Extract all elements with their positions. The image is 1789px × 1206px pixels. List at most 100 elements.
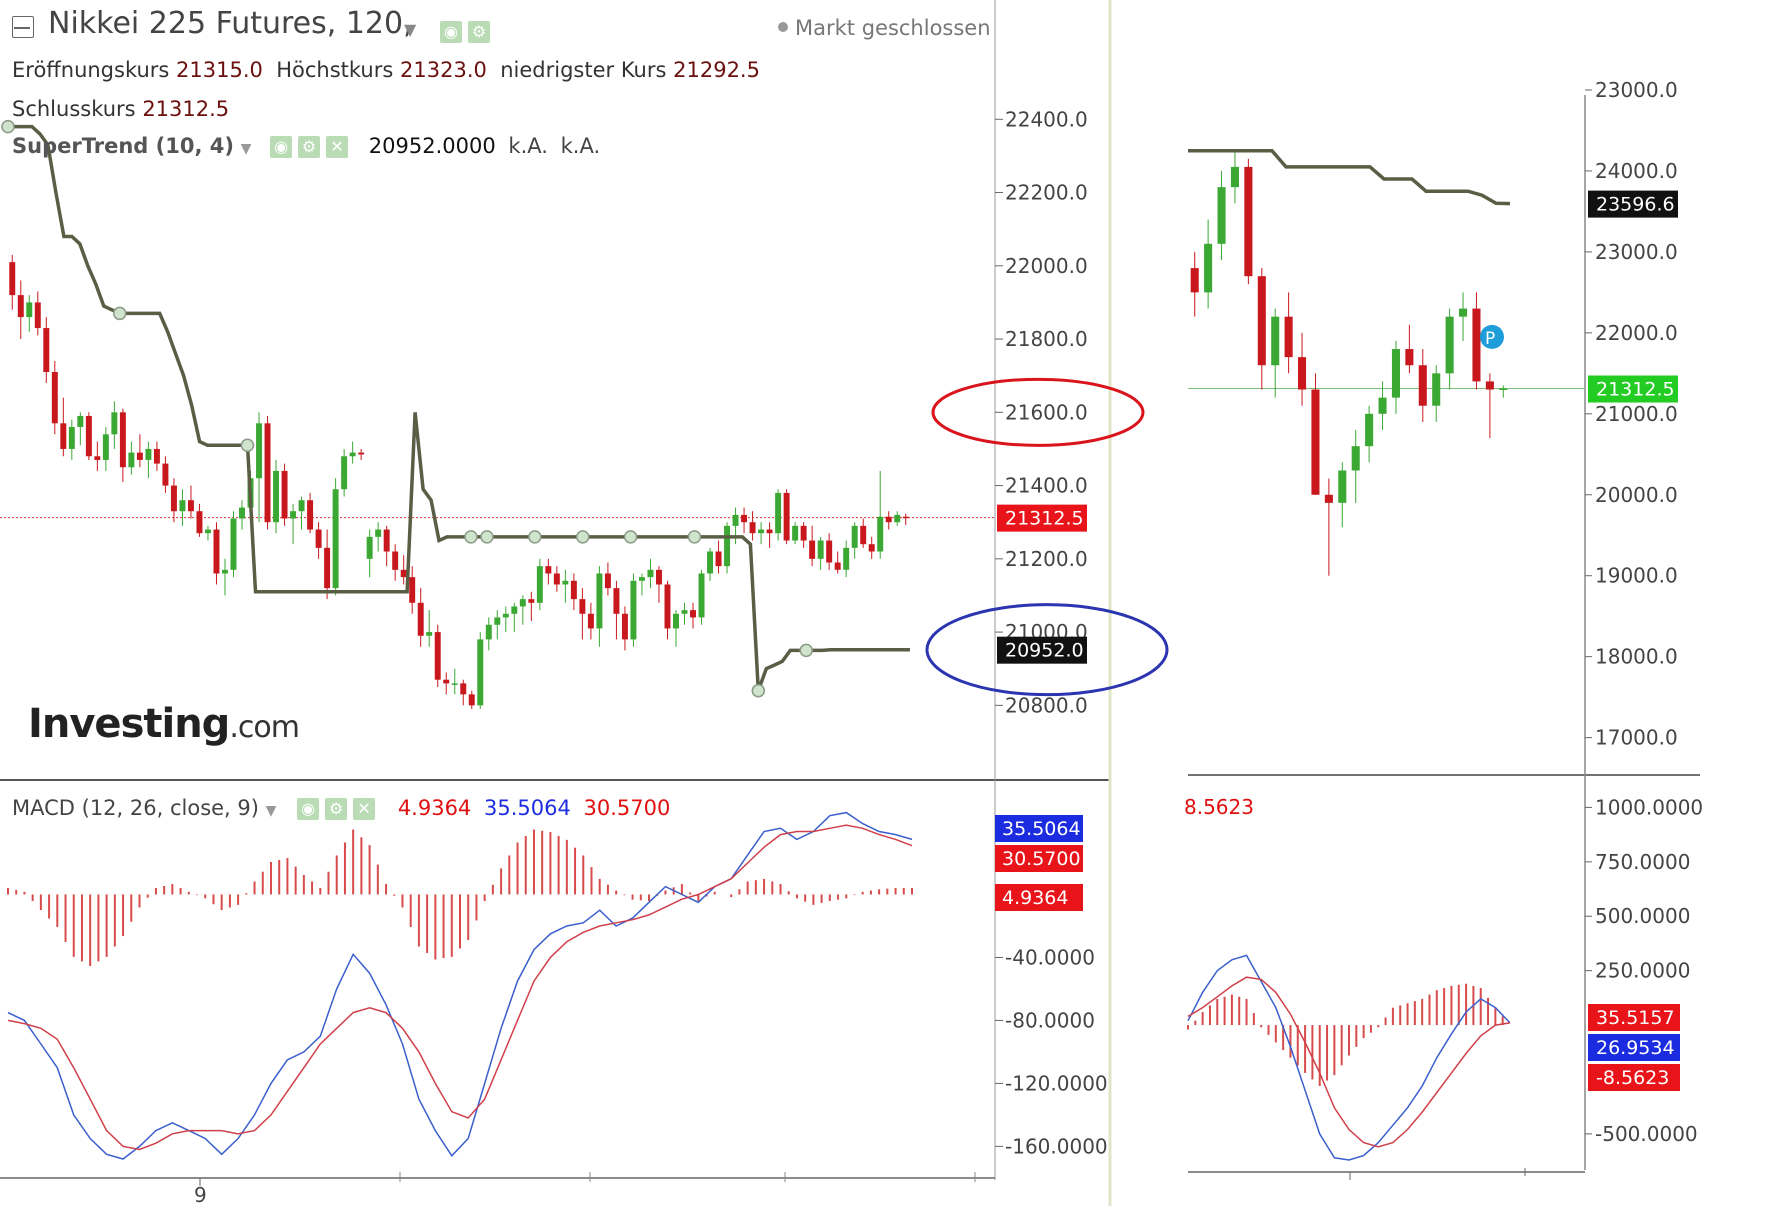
macd-dropdown-icon[interactable]: ▼ [265, 803, 277, 819]
y-tick-label: 22000.0 [1005, 254, 1088, 278]
candle-body [68, 426, 75, 449]
candle-body [451, 683, 458, 685]
macd-hist-value: 4.9364 [397, 796, 472, 820]
macd-legend: MACD (12, 26, close, 9) ▼ ◉ ⚙ ✕ 4.9364 35.… [12, 796, 670, 823]
supertrend-marker [240, 438, 255, 453]
close-row: Schlusskurs 21312.5 [12, 97, 229, 121]
candle-body [307, 500, 314, 530]
supertrend-marker [799, 643, 813, 658]
candle-body [264, 423, 271, 523]
settings-gear-icon[interactable]: ⚙ [325, 798, 348, 820]
candle-body [366, 536, 373, 559]
remove-x-icon[interactable]: ✕ [326, 136, 349, 158]
candle-body [162, 463, 169, 486]
candle-body [579, 599, 586, 614]
collapse-toggle-icon[interactable] [12, 16, 34, 38]
candle-body [222, 569, 228, 574]
open-label: Eröffnungskurs [12, 58, 170, 82]
candle-body [1244, 166, 1253, 277]
open-value: 21315.0 [176, 58, 263, 82]
candle-body [1472, 308, 1481, 382]
candle-body [256, 423, 263, 479]
y-tick-label: 250.0000 [1595, 959, 1690, 983]
candle-body [1378, 397, 1387, 414]
candle-body [187, 500, 194, 512]
supertrend-tag-bg [997, 636, 1087, 664]
candle-body [1230, 166, 1239, 188]
candle-body [102, 434, 109, 460]
candle-body [1190, 268, 1199, 293]
supertrend-label[interactable]: SuperTrend (10, 4) [12, 134, 234, 158]
candle-body [1365, 413, 1374, 447]
candle-body [145, 448, 152, 460]
supertrend-na-2: k.A. [560, 134, 601, 158]
candle-body [383, 529, 390, 552]
supertrend-line [8, 124, 910, 692]
high-value: 21323.0 [400, 58, 487, 82]
supertrend-value: 20952.0000 [368, 134, 496, 158]
ohlc-row: Eröffnungskurs 21315.0 Höchstkurs 21323.… [12, 58, 760, 82]
candle-body [485, 624, 492, 640]
symbol-dropdown-icon[interactable]: ▼ [404, 20, 417, 39]
last-price-tag-bg [1588, 375, 1678, 403]
visibility-icon[interactable]: ◉ [297, 798, 320, 820]
candle-body [358, 452, 365, 455]
macd-tag: 4.9364 [1002, 887, 1068, 909]
candle-body [1351, 446, 1360, 471]
candle-body [494, 617, 501, 625]
candle-body [315, 529, 322, 548]
macd-tag: 30.5700 [1002, 848, 1081, 870]
candle-body [26, 302, 33, 318]
candle-body [570, 580, 577, 600]
candle-body [724, 525, 731, 567]
candle-body [834, 562, 841, 570]
supertrend-tag: 23596.6 [1596, 194, 1675, 216]
candle-body [1257, 276, 1266, 366]
remove-x-icon[interactable]: ✕ [353, 798, 376, 820]
candle-body [1405, 349, 1414, 366]
candle-body [153, 448, 160, 464]
candle-body [690, 610, 696, 618]
macd-tag: 35.5157 [1596, 1007, 1675, 1029]
candle-body [775, 492, 782, 534]
candle-body [1418, 365, 1427, 406]
candle-body [766, 529, 773, 534]
settings-gear-icon[interactable]: ⚙ [468, 20, 490, 43]
settings-gear-icon[interactable]: ⚙ [298, 136, 321, 158]
y-tick-label: 24000.0 [1595, 159, 1678, 183]
market-status: Markt geschlossen [795, 16, 991, 40]
marker-p-label: P [1485, 329, 1495, 349]
supertrend-dropdown-icon[interactable]: ▼ [240, 141, 252, 157]
y-tick-label: 20800.0 [1005, 693, 1088, 717]
x-tick-label: 9 [194, 1183, 207, 1206]
candle-body [349, 452, 356, 457]
candle-body [1324, 494, 1333, 503]
macd-tag-bg [995, 845, 1083, 872]
macd-label[interactable]: MACD (12, 26, close, 9) [12, 796, 259, 820]
candle-body [179, 500, 186, 512]
candle-body [885, 516, 892, 523]
candle-body [715, 551, 722, 567]
y-tick-label: -160.0000 [1005, 1134, 1108, 1158]
visibility-icon[interactable]: ◉ [440, 20, 462, 43]
y-tick-label: 21000.0 [1595, 402, 1678, 426]
y-tick-label: -500.0000 [1595, 1122, 1698, 1146]
logo-brand: Investing [28, 701, 230, 747]
supertrend-tag: 20952.0 [1005, 640, 1084, 662]
low-label: niedrigster Kurs [500, 58, 667, 82]
visibility-icon[interactable]: ◉ [270, 136, 293, 158]
close-value: 21312.5 [142, 97, 230, 121]
supertrend-legend: SuperTrend (10, 4) ▼ ◉ ⚙ ✕ 20952.0000 k.A.… [12, 134, 600, 161]
y-tick-label: 22200.0 [1005, 181, 1088, 205]
candle-body [630, 580, 637, 640]
logo-suffix: .com [229, 710, 300, 745]
candle-body [1271, 316, 1280, 366]
header-tools: ◉ ⚙ [440, 18, 496, 43]
macd-signal-value: 30.5700 [583, 796, 671, 820]
investing-logo: Investing.com [28, 704, 300, 744]
signal-line [7, 824, 913, 1151]
candle-body [9, 262, 16, 296]
last-price-tag-bg [997, 504, 1087, 532]
y-tick-label: 22000.0 [1595, 321, 1678, 345]
